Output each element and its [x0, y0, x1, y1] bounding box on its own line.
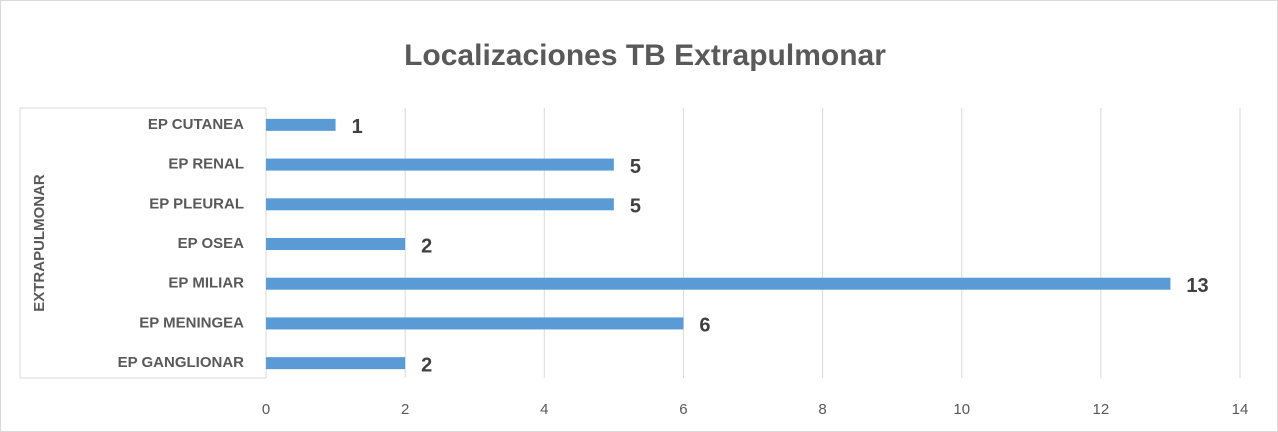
y-tick-label: EP GANGLIONAR: [118, 354, 245, 371]
bar: [266, 317, 684, 330]
y-tick-label: EP MILIAR: [168, 275, 244, 292]
x-tick-label: 8: [818, 401, 826, 418]
value-label: 6: [699, 315, 710, 337]
value-label: 2: [421, 354, 432, 376]
bar: [266, 198, 614, 211]
x-tick-label: 14: [1232, 401, 1249, 418]
y-tick-label: EP PLEURAL: [149, 195, 244, 212]
bar: [266, 277, 1171, 290]
y-tick-label: EP CUTANEA: [148, 116, 244, 133]
value-label: 5: [630, 156, 641, 178]
x-tick-label: 12: [1093, 401, 1110, 418]
x-tick-label: 10: [953, 401, 970, 418]
group-label: EXTRAPULMONAR: [31, 174, 48, 312]
value-label: 5: [630, 196, 641, 218]
value-label: 1: [352, 116, 363, 138]
y-tick-label: EP MENINGEA: [139, 314, 244, 331]
bar: [266, 357, 406, 370]
x-tick-label: 6: [679, 401, 687, 418]
bar: [266, 238, 406, 250]
x-tick-label: 4: [540, 401, 548, 418]
value-label: 13: [1186, 275, 1208, 297]
value-label: 2: [421, 235, 432, 257]
x-tick-label: 2: [401, 401, 409, 418]
y-tick-label: EP RENAL: [168, 156, 244, 173]
bar: [266, 118, 336, 131]
y-tick-label: EP OSEA: [178, 235, 245, 252]
x-tick-label: 0: [262, 401, 270, 418]
bar: [266, 158, 614, 171]
chart-title: Localizaciones TB Extrapulmonar: [404, 39, 886, 72]
